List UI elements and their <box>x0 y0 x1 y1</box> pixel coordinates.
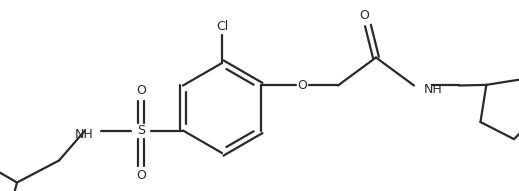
Text: NH: NH <box>74 128 93 141</box>
Text: O: O <box>297 79 307 92</box>
Text: NH: NH <box>424 83 443 96</box>
Text: O: O <box>359 9 369 22</box>
Text: S: S <box>137 124 145 137</box>
Text: O: O <box>136 84 146 97</box>
Text: Cl: Cl <box>216 20 228 33</box>
Text: O: O <box>136 169 146 182</box>
